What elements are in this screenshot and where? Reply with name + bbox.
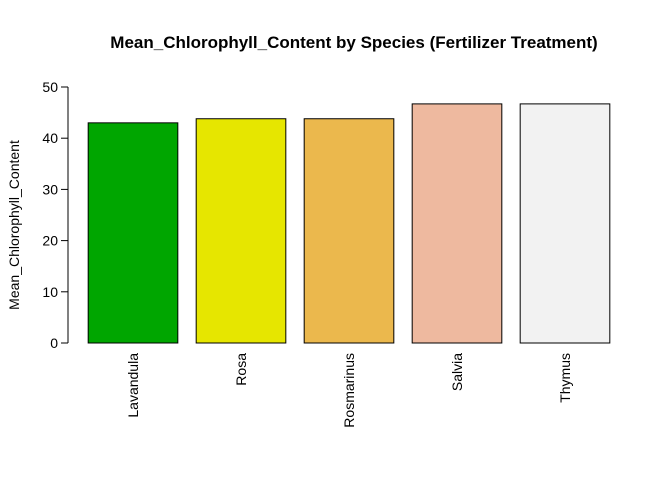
chart-title: Mean_Chlorophyll_Content by Species (Fer…	[110, 33, 597, 52]
bar-salvia	[411, 103, 503, 344]
x-tick-label: Rosa	[233, 353, 249, 386]
x-tick-label: Rosmarinus	[341, 353, 357, 428]
y-tick-label: 10	[42, 284, 58, 300]
y-tick-label: 0	[50, 335, 58, 351]
bars	[87, 103, 611, 344]
y-tick-label: 40	[42, 130, 58, 146]
bar-thymus	[519, 103, 611, 344]
y-tick-label: 20	[42, 233, 58, 249]
y-axis: 0 10 20 30 40 50	[42, 79, 69, 351]
y-tick-label: 30	[42, 181, 58, 197]
x-tick-label: Thymus	[557, 353, 573, 403]
y-axis-label: Mean_Chlorophyll_Content	[6, 140, 22, 310]
x-tick-label: Lavandula	[125, 353, 141, 418]
y-tick-label: 50	[42, 79, 58, 95]
x-axis-tick-labels: Lavandula Rosa Rosmarinus Salvia Thymus	[125, 353, 573, 428]
bar-rosa	[195, 118, 287, 344]
x-tick-label: Salvia	[449, 353, 465, 391]
bar-rosmarinus	[303, 118, 395, 344]
bar-lavandula	[87, 122, 179, 344]
